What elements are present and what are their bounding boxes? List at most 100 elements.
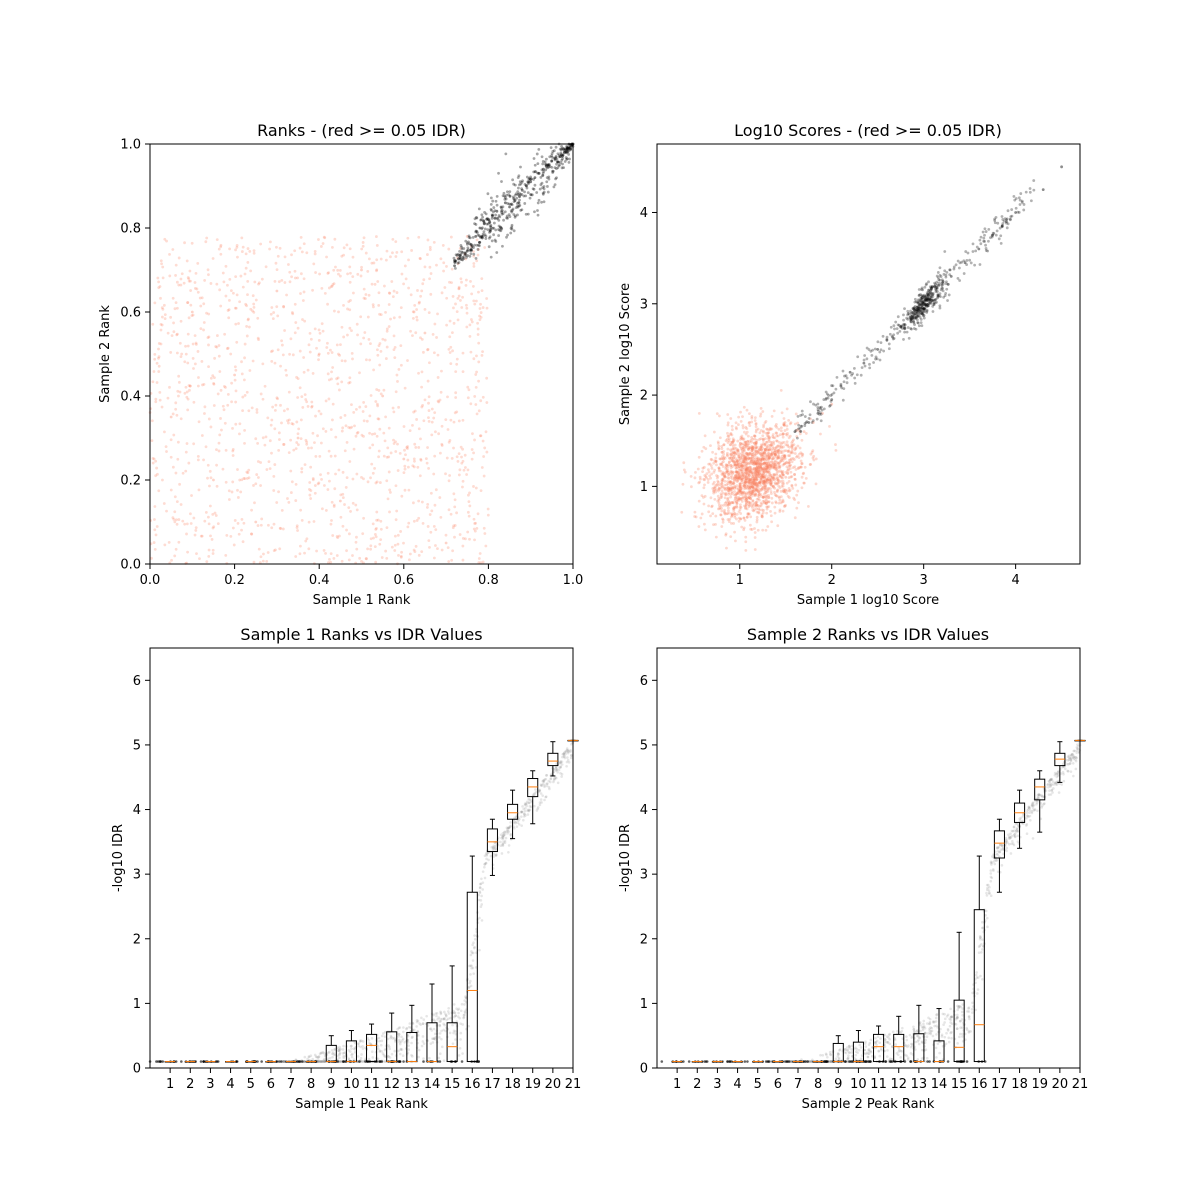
- log10-point-sig: [811, 419, 815, 423]
- log10-point-sig: [941, 289, 945, 293]
- log10-point-nonsig: [765, 470, 768, 474]
- ranks-point-nonsig: [153, 518, 156, 521]
- sample1-idr-point: [494, 854, 498, 858]
- ranks-point-sig: [467, 234, 471, 238]
- ranks-point-sig: [489, 228, 493, 231]
- log10-point-nonsig: [783, 429, 787, 432]
- log10-point-nonsig: [733, 450, 737, 454]
- log10-point-nonsig: [769, 466, 773, 469]
- log10-point-nonsig: [783, 423, 786, 427]
- ranks-point-nonsig: [191, 357, 195, 360]
- log10-point-nonsig: [746, 511, 750, 515]
- ranks-point-nonsig: [294, 321, 298, 324]
- ranks-point-sig: [555, 176, 558, 180]
- log10-point-nonsig: [712, 491, 716, 495]
- ranks-point-nonsig: [355, 472, 359, 476]
- ranks-point-sig: [519, 165, 522, 169]
- ranks-point-nonsig: [318, 455, 322, 458]
- ranks-point-sig: [546, 163, 550, 167]
- sample1-idr-point: [452, 1003, 456, 1006]
- log10-point-nonsig: [744, 535, 748, 539]
- log10-point-nonsig: [738, 473, 742, 477]
- log10-point-sig: [863, 354, 867, 357]
- ranks-point-nonsig: [311, 477, 315, 480]
- ranks-point-nonsig: [174, 471, 178, 475]
- ranks-point-nonsig: [477, 379, 480, 383]
- ranks-point-nonsig: [338, 274, 342, 278]
- log10-point-nonsig: [727, 434, 731, 438]
- ranks-point-nonsig: [166, 396, 170, 400]
- ranks-point-nonsig: [180, 272, 184, 276]
- sample1-idr-point: [435, 1014, 438, 1018]
- ranks-point-nonsig: [198, 557, 201, 561]
- log10-point-nonsig: [764, 458, 768, 461]
- log10-point-nonsig: [761, 453, 765, 456]
- log10-point-nonsig: [776, 481, 779, 485]
- ranks-point-nonsig: [467, 388, 471, 392]
- ranks-point-nonsig: [223, 332, 227, 336]
- ranks-point-nonsig: [417, 235, 421, 239]
- ranks-point-nonsig: [275, 245, 278, 249]
- log10-point-nonsig: [710, 458, 714, 462]
- log10-point-nonsig: [773, 436, 777, 440]
- log10-point-nonsig: [763, 475, 766, 479]
- ranks-point-sig: [531, 187, 535, 191]
- log10-point-nonsig: [791, 443, 794, 447]
- log10-point-nonsig: [715, 488, 718, 492]
- ranks-point-nonsig: [172, 321, 175, 325]
- log10-point-sig: [994, 216, 998, 219]
- ranks-point-nonsig: [403, 448, 406, 452]
- ranks-point-nonsig: [287, 418, 291, 422]
- ranks-point-nonsig: [202, 302, 206, 306]
- ranks-point-nonsig: [365, 419, 369, 423]
- log10-point-nonsig: [746, 462, 750, 466]
- ranks-point-sig: [514, 206, 518, 210]
- log10-point-nonsig: [751, 482, 755, 486]
- log10-point-sig: [918, 299, 921, 302]
- log10-point-nonsig: [781, 435, 785, 439]
- ranks-point-nonsig: [171, 412, 175, 416]
- ranks-point-nonsig: [328, 558, 331, 561]
- ranks-point-nonsig: [310, 404, 314, 408]
- ranks-point-sig: [499, 225, 502, 229]
- ranks-point-sig: [498, 215, 502, 219]
- ranks-point-sig: [486, 228, 490, 232]
- log10-point-sig: [934, 286, 938, 289]
- log10-point-nonsig: [759, 412, 763, 416]
- ranks-point-nonsig: [211, 526, 215, 530]
- log10-point-nonsig: [724, 471, 728, 475]
- log10-point-nonsig: [772, 484, 775, 488]
- log10-point-nonsig: [790, 460, 794, 464]
- ranks-plot-frame: [149, 143, 574, 565]
- ranks-point-nonsig: [280, 343, 284, 347]
- log10-point-nonsig: [776, 461, 780, 465]
- ranks-point-nonsig: [400, 250, 404, 254]
- log10-point-nonsig: [771, 466, 775, 470]
- ranks-point-nonsig: [335, 343, 339, 347]
- ranks-point-nonsig: [178, 482, 181, 486]
- log10-point-nonsig: [734, 446, 738, 450]
- ranks-title: Ranks - (red >= 0.05 IDR): [257, 121, 466, 140]
- ranks-point-nonsig: [327, 271, 330, 275]
- log10-point-nonsig: [758, 481, 762, 485]
- log10-point-nonsig: [735, 500, 738, 504]
- log10-point-nonsig: [793, 452, 797, 455]
- log10-point-nonsig: [745, 472, 749, 475]
- ranks-point-nonsig: [270, 451, 273, 455]
- log10-point-nonsig: [774, 477, 778, 481]
- ranks-point-nonsig: [243, 356, 246, 360]
- ranks-point-nonsig: [418, 474, 422, 478]
- ranks-point-sig: [537, 147, 541, 151]
- log10-point-nonsig: [761, 452, 765, 456]
- log10-point-nonsig: [764, 468, 768, 472]
- log10-point-sig: [968, 258, 972, 262]
- ranks-point-nonsig: [336, 382, 340, 386]
- ranks-point-nonsig: [196, 384, 200, 388]
- log10-point-nonsig: [764, 491, 768, 494]
- ranks-point-nonsig: [414, 446, 418, 449]
- ranks-point-nonsig: [460, 280, 463, 284]
- ranks-point-nonsig: [419, 458, 423, 462]
- sample1-idr-point: [439, 1052, 442, 1056]
- ranks-point-nonsig: [340, 429, 344, 433]
- log10-point-nonsig: [785, 424, 789, 428]
